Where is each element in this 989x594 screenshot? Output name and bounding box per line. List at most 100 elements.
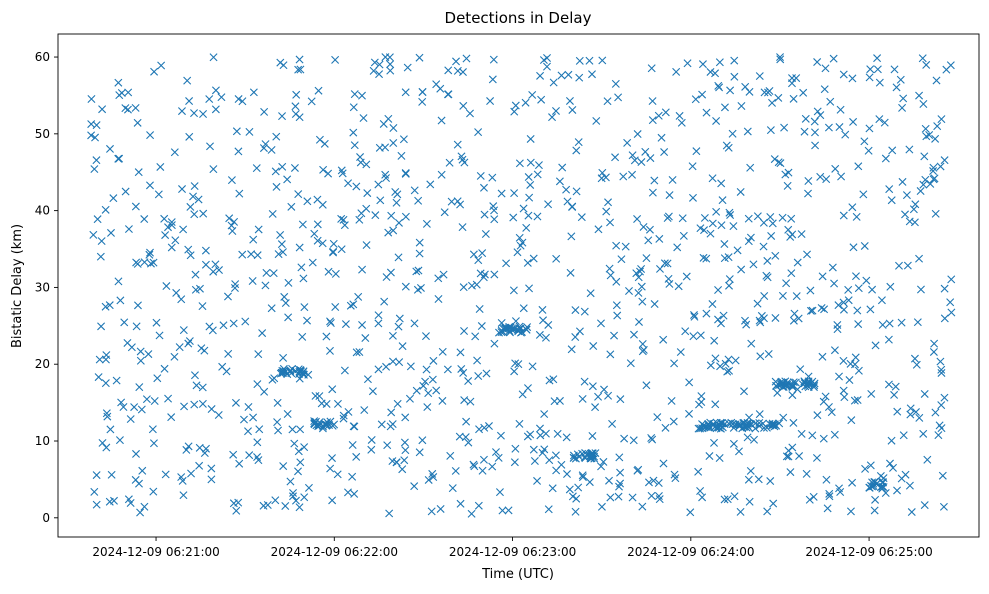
detection-point <box>331 55 340 64</box>
detection-point <box>898 177 907 186</box>
detection-point <box>698 493 707 502</box>
detection-point <box>781 170 790 179</box>
detection-point <box>915 254 924 263</box>
detection-point <box>568 492 577 501</box>
detection-point <box>796 365 805 374</box>
detection-point <box>253 380 262 389</box>
detection-point <box>586 289 595 298</box>
detection-point <box>591 403 600 412</box>
detection-point <box>685 378 694 387</box>
detection-point <box>525 193 534 202</box>
detection-point <box>191 285 200 294</box>
detection-point <box>295 55 304 64</box>
detection-point <box>702 309 711 318</box>
detection-point <box>164 394 173 403</box>
detection-point <box>891 382 900 391</box>
detection-point <box>528 90 537 99</box>
detection-point <box>892 83 901 92</box>
detection-point <box>457 364 466 373</box>
detection-point <box>324 267 333 276</box>
detection-point <box>585 478 594 487</box>
detection-point <box>902 191 911 200</box>
detection-point <box>571 507 580 516</box>
detection-point <box>192 381 201 390</box>
detection-point <box>386 268 395 277</box>
detection-point <box>768 98 777 107</box>
detection-point <box>848 203 857 212</box>
detection-point <box>469 250 478 259</box>
detection-point <box>669 417 678 426</box>
detection-point <box>619 172 628 181</box>
detection-point <box>642 254 651 263</box>
detection-point <box>394 253 403 262</box>
detection-point <box>415 238 424 247</box>
detection-point <box>628 151 637 160</box>
detection-point <box>145 250 154 259</box>
detection-point <box>647 491 656 500</box>
detection-point <box>509 213 518 222</box>
detection-point <box>747 339 756 348</box>
detection-point <box>198 302 207 311</box>
detection-point <box>290 163 299 172</box>
detection-point <box>136 356 145 365</box>
detection-point <box>730 492 739 501</box>
chart-title: Detections in Delay <box>445 9 592 27</box>
detection-point <box>548 113 557 122</box>
detection-point <box>341 320 350 329</box>
detection-point <box>563 470 571 479</box>
detection-point <box>150 396 159 405</box>
detection-point <box>724 355 733 364</box>
detection-point <box>822 175 831 184</box>
detection-point <box>771 251 780 260</box>
detection-point <box>853 306 862 315</box>
detection-point <box>677 118 686 127</box>
detection-point <box>244 403 253 411</box>
detection-point <box>162 282 171 291</box>
detection-point <box>735 447 743 456</box>
detection-point <box>124 88 133 97</box>
detection-point <box>538 448 547 457</box>
detection-point <box>412 386 421 395</box>
detection-point <box>850 396 859 405</box>
detection-point <box>695 400 703 409</box>
detection-point <box>544 200 553 209</box>
detection-point <box>897 318 906 327</box>
detection-point <box>568 203 577 211</box>
detection-point <box>844 296 853 305</box>
detection-point <box>405 394 414 403</box>
detection-point <box>605 264 614 273</box>
detection-point <box>467 509 476 518</box>
detection-point <box>825 489 834 498</box>
detection-point <box>184 245 193 254</box>
detection-point <box>789 94 798 103</box>
detection-point <box>793 385 802 394</box>
detection-point <box>382 362 391 371</box>
detection-point <box>920 152 929 161</box>
detection-point <box>437 170 446 179</box>
detection-point <box>289 492 297 501</box>
detection-point <box>822 475 831 484</box>
detection-point <box>184 442 193 451</box>
detection-point <box>644 236 653 245</box>
detection-point <box>509 286 518 295</box>
detection-point <box>132 258 141 267</box>
detection-point <box>480 270 489 279</box>
detection-point <box>717 221 726 230</box>
x-tick-label: 2024-12-09 06:24:00 <box>627 545 754 559</box>
detection-point <box>628 170 637 179</box>
detection-point <box>773 388 782 397</box>
detection-point <box>634 465 643 474</box>
detection-point <box>150 67 159 76</box>
detection-point <box>930 339 939 348</box>
detection-point <box>919 180 928 189</box>
detection-point <box>745 87 754 96</box>
detection-point <box>513 248 522 257</box>
detection-point <box>730 72 739 81</box>
detection-point <box>355 348 364 356</box>
detection-point <box>600 385 609 394</box>
detection-point <box>138 466 147 475</box>
detection-point <box>350 422 359 431</box>
detection-point <box>337 245 346 254</box>
detection-point <box>206 142 214 151</box>
detection-point <box>354 292 363 301</box>
